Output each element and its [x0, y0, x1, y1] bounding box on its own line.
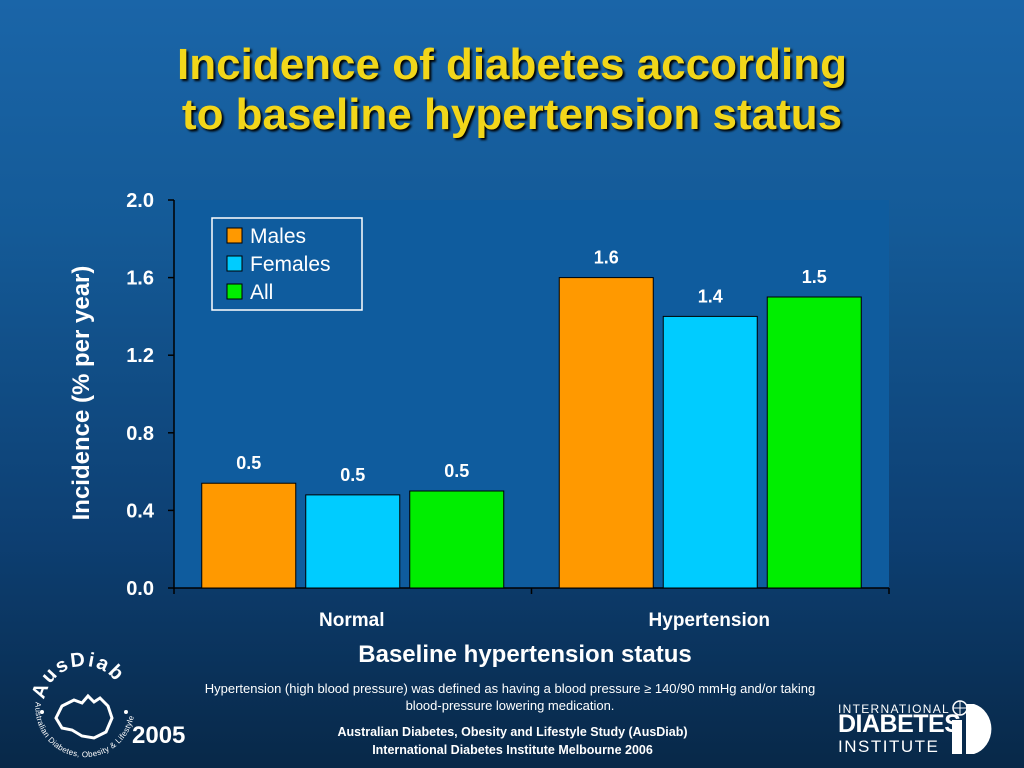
data-label: 0.5 [236, 453, 261, 473]
data-label: 0.5 [444, 461, 469, 481]
idi-logo-line-2: DIABETES [838, 710, 961, 738]
bar-females [305, 494, 401, 589]
source-line-1: Australian Diabetes, Obesity and Lifesty… [337, 725, 688, 739]
idi-mark-icon [952, 700, 992, 754]
y-tick-label: 0.0 [126, 578, 154, 600]
y-tick-label: 0.8 [126, 423, 154, 445]
data-label: 1.4 [698, 286, 723, 306]
bar-males [558, 277, 654, 589]
bar-all [409, 490, 505, 589]
legend-box [211, 217, 363, 311]
footnote: Hypertension (high blood pressure) was d… [204, 681, 816, 713]
y-tick-label: 1.6 [126, 268, 154, 290]
data-label: 1.5 [802, 267, 827, 287]
legend-label-all: All [250, 281, 273, 304]
legend-swatch-all [226, 283, 243, 300]
source-credit: Australian Diabetes, Obesity and Lifesty… [250, 723, 775, 759]
source-line-2: International Diabetes Institute Melbour… [372, 743, 653, 757]
slide-title: Incidence of diabetes according to basel… [0, 40, 1024, 140]
title-line-2: to baseline hypertension status [181, 90, 843, 139]
data-label: 1.6 [594, 248, 619, 268]
y-axis-label: Incidence (% per year) [68, 265, 95, 521]
x-tick-label: Hypertension [649, 610, 770, 631]
legend-label-males: Males [250, 225, 306, 248]
idi-logo-line-3: INSTITUTE [838, 737, 940, 756]
data-label: 0.5 [340, 465, 365, 485]
legend-label-females: Females [250, 253, 331, 276]
ausdiab-logo: AusDiab Australian Diabetes, Obesity & L… [22, 640, 136, 759]
bar-females [662, 315, 758, 589]
idi-logo-line-1: INTERNATIONAL [838, 702, 951, 716]
legend-swatch-males [226, 227, 243, 244]
x-tick-label: Normal [319, 610, 384, 631]
bar-all [766, 296, 862, 589]
svg-text:AusDiab: AusDiab [28, 648, 130, 701]
y-tick-label: 1.2 [126, 345, 154, 367]
title-line-1: Incidence of diabetes according [177, 40, 847, 89]
x-axis-title: Baseline hypertension status [358, 641, 692, 668]
y-tick-label: 2.0 [126, 190, 154, 212]
legend-swatch-females [226, 255, 243, 272]
year-label: 2005 [132, 722, 186, 749]
y-tick-label: 0.4 [126, 500, 155, 522]
bar-males [201, 482, 297, 589]
